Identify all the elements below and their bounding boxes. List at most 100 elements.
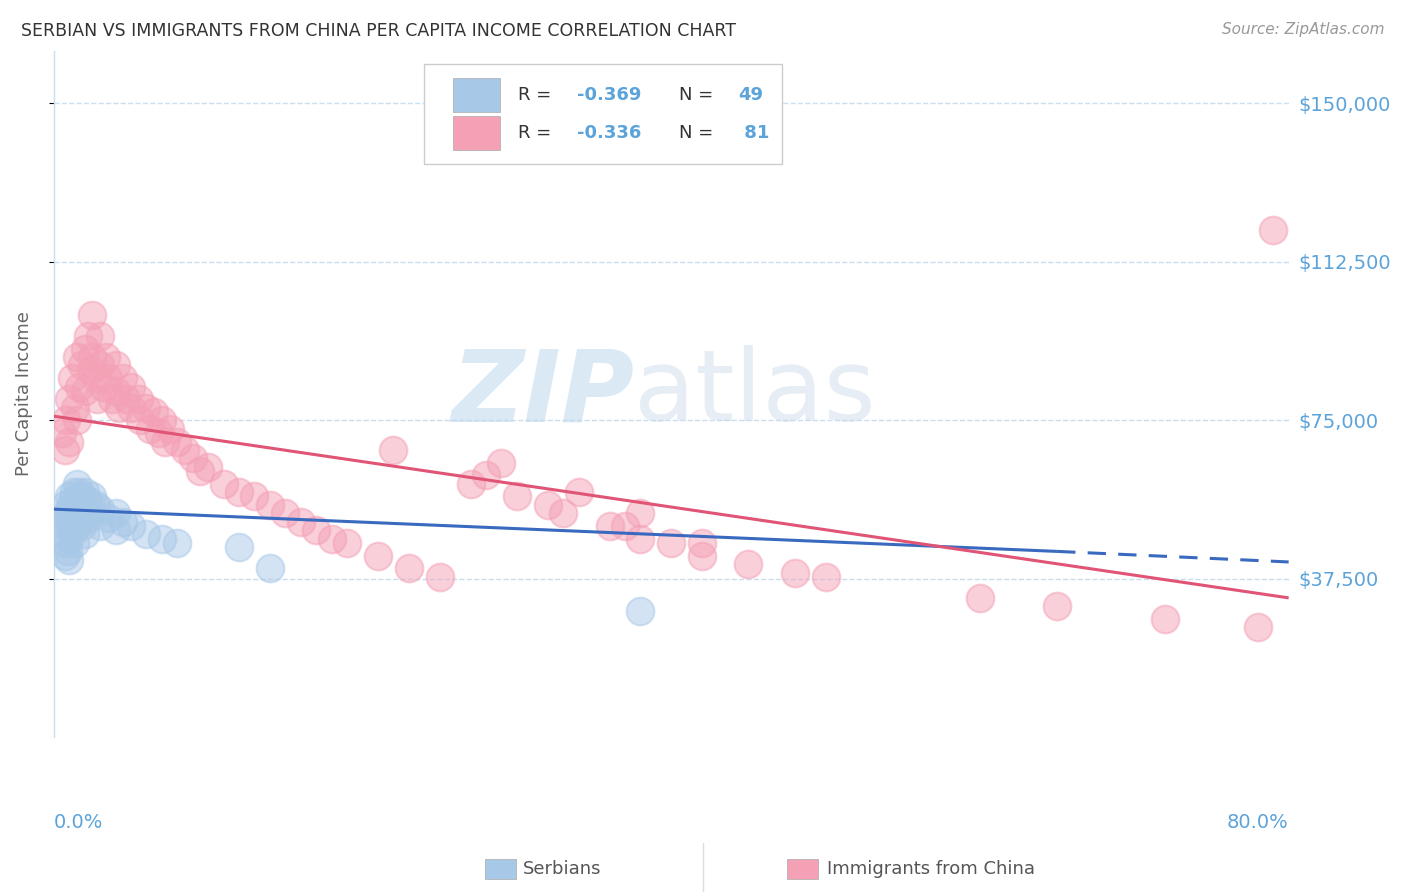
Point xyxy=(69,498,91,512)
Point xyxy=(104,507,127,521)
Point xyxy=(659,536,682,550)
Point xyxy=(60,493,83,508)
Point xyxy=(568,485,591,500)
Text: ZIP: ZIP xyxy=(451,345,634,442)
Point xyxy=(65,536,87,550)
Point xyxy=(60,371,83,385)
Point xyxy=(72,502,94,516)
Text: Serbians: Serbians xyxy=(523,860,602,878)
Point xyxy=(115,392,138,407)
Point xyxy=(70,490,93,504)
Text: -0.336: -0.336 xyxy=(578,124,641,142)
Point xyxy=(628,507,651,521)
Point xyxy=(82,490,104,504)
Point xyxy=(104,384,127,398)
Point xyxy=(58,502,80,516)
Point xyxy=(89,329,111,343)
Point xyxy=(66,413,89,427)
Point xyxy=(150,532,173,546)
Point xyxy=(63,510,86,524)
Text: R =: R = xyxy=(519,87,557,104)
Text: N =: N = xyxy=(679,87,718,104)
Point xyxy=(58,553,80,567)
Point xyxy=(181,451,204,466)
Point xyxy=(101,392,124,407)
Text: atlas: atlas xyxy=(634,345,876,442)
Point xyxy=(613,519,636,533)
Point xyxy=(628,532,651,546)
Point xyxy=(58,490,80,504)
Point xyxy=(398,561,420,575)
Point xyxy=(89,359,111,373)
Point xyxy=(97,371,120,385)
Point xyxy=(53,442,76,457)
Point xyxy=(55,413,77,427)
Point xyxy=(79,510,101,524)
Text: -0.369: -0.369 xyxy=(578,87,641,104)
Point xyxy=(89,519,111,533)
Point xyxy=(143,405,166,419)
Point xyxy=(243,490,266,504)
Point xyxy=(783,566,806,580)
Point xyxy=(65,502,87,516)
Point xyxy=(58,532,80,546)
Point xyxy=(86,392,108,407)
Point xyxy=(259,498,281,512)
Point xyxy=(55,519,77,533)
Point xyxy=(690,549,713,563)
Bar xyxy=(453,78,499,112)
Text: N =: N = xyxy=(679,124,718,142)
Point xyxy=(112,515,135,529)
Point xyxy=(67,485,90,500)
Point xyxy=(166,434,188,449)
Point xyxy=(537,498,560,512)
Point xyxy=(89,502,111,516)
Point xyxy=(112,371,135,385)
Point xyxy=(107,401,129,415)
Y-axis label: Per Capita Income: Per Capita Income xyxy=(15,311,32,476)
Point xyxy=(73,342,96,356)
Point xyxy=(228,540,250,554)
Point xyxy=(97,510,120,524)
Point xyxy=(66,476,89,491)
Point xyxy=(197,459,219,474)
Point xyxy=(475,468,498,483)
Point xyxy=(120,379,142,393)
Point xyxy=(212,476,235,491)
Text: 0.0%: 0.0% xyxy=(53,814,103,832)
Point xyxy=(120,519,142,533)
Text: SERBIAN VS IMMIGRANTS FROM CHINA PER CAPITA INCOME CORRELATION CHART: SERBIAN VS IMMIGRANTS FROM CHINA PER CAP… xyxy=(21,22,737,40)
Point xyxy=(82,308,104,322)
Point xyxy=(429,570,451,584)
Point xyxy=(506,490,529,504)
Point xyxy=(84,498,107,512)
Point xyxy=(70,519,93,533)
Point xyxy=(65,401,87,415)
Point xyxy=(58,434,80,449)
Point xyxy=(174,442,197,457)
Point xyxy=(63,485,86,500)
FancyBboxPatch shape xyxy=(425,64,782,164)
Point xyxy=(135,401,157,415)
Point xyxy=(491,456,513,470)
Point xyxy=(53,498,76,512)
Text: Source: ZipAtlas.com: Source: ZipAtlas.com xyxy=(1222,22,1385,37)
Point xyxy=(690,536,713,550)
Point xyxy=(76,329,98,343)
Point xyxy=(73,498,96,512)
Point xyxy=(128,392,150,407)
Point xyxy=(382,442,405,457)
Point xyxy=(814,570,837,584)
Point xyxy=(104,523,127,537)
Text: 81: 81 xyxy=(738,124,769,142)
Bar xyxy=(453,116,499,150)
Point xyxy=(82,507,104,521)
Point xyxy=(70,359,93,373)
Point xyxy=(969,591,991,605)
Point xyxy=(153,434,176,449)
Point xyxy=(159,422,181,436)
Text: 80.0%: 80.0% xyxy=(1227,814,1289,832)
Point xyxy=(737,557,759,571)
Point xyxy=(96,350,118,364)
Point xyxy=(73,485,96,500)
